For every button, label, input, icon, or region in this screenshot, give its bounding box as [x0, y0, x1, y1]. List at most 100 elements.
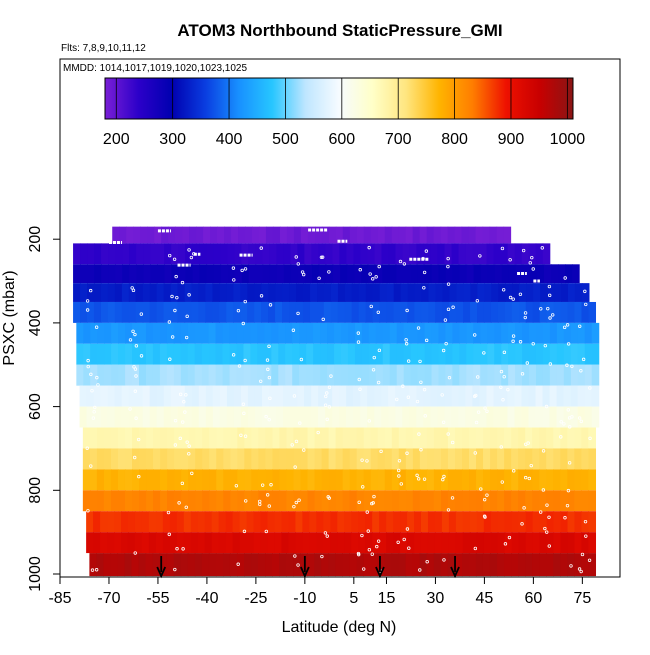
- heatmap-cell: [518, 490, 526, 512]
- heatmap-cell: [514, 385, 523, 407]
- heatmap-cell: [412, 490, 421, 512]
- heatmap-cell: [240, 406, 249, 428]
- heatmap-cell: [101, 264, 109, 284]
- heatmap-cell: [132, 427, 140, 449]
- measurement-dot: [265, 358, 270, 362]
- heatmap-cell: [416, 243, 425, 265]
- measurement-dot: [184, 335, 189, 340]
- heatmap-cell: [96, 469, 105, 491]
- heatmap-cell: [114, 301, 123, 323]
- heatmap-cell: [363, 469, 372, 491]
- heatmap-cell: [160, 448, 168, 470]
- heatmap-cell: [247, 406, 256, 428]
- measurement-dot: [529, 463, 533, 468]
- heatmap-cell: [321, 448, 330, 470]
- measurement-dot: [587, 558, 592, 562]
- heatmap-cell: [346, 385, 354, 407]
- heatmap-cell: [441, 532, 450, 554]
- heatmap-cell: [80, 301, 88, 323]
- heatmap-cell: [356, 448, 365, 470]
- heatmap-cell: [398, 427, 407, 449]
- heatmap-cell: [442, 283, 451, 302]
- heatmap-cell: [97, 364, 105, 386]
- heatmap-cell: [195, 427, 203, 449]
- heatmap-cell: [201, 322, 210, 344]
- heatmap-cell: [201, 553, 210, 577]
- measurement-dot: [360, 533, 364, 538]
- heatmap-cell: [93, 532, 101, 554]
- measurement-dot: [405, 527, 410, 531]
- measurement-dot: [587, 251, 592, 255]
- heatmap-cell: [216, 469, 224, 491]
- heatmap-cell: [271, 322, 279, 344]
- heatmap-cell: [519, 283, 527, 302]
- measurement-dot: [167, 532, 171, 537]
- heatmap-cell: [567, 532, 576, 554]
- heatmap-cell: [216, 448, 224, 470]
- heatmap-cell: [522, 343, 530, 365]
- heatmap-cell: [560, 427, 568, 449]
- heatmap-cell: [180, 343, 189, 365]
- heatmap-cell: [154, 226, 162, 244]
- heatmap-cell: [365, 301, 374, 323]
- heatmap-cell: [304, 406, 312, 428]
- heatmap-cell: [535, 343, 544, 365]
- measurement-dot: [523, 475, 528, 480]
- heatmap-band: [76, 343, 600, 365]
- heatmap-cell: [185, 264, 194, 284]
- heatmap-cell: [272, 469, 281, 491]
- heatmap-cell: [391, 490, 400, 512]
- heatmap-cell: [142, 283, 151, 302]
- heatmap-cell: [279, 448, 288, 470]
- heatmap-cell: [507, 406, 516, 428]
- heatmap-cell: [389, 364, 398, 386]
- heatmap-cell: [136, 243, 144, 265]
- heatmap-cell: [574, 511, 583, 533]
- heatmap-cell: [511, 511, 520, 533]
- measurement-dot: [424, 249, 429, 253]
- measurement-dot: [475, 299, 480, 303]
- heatmap-cell: [375, 322, 384, 344]
- measurement-dot: [327, 496, 331, 500]
- heatmap-cell: [494, 343, 502, 365]
- measurement-dot: [545, 530, 549, 534]
- heatmap-cell: [234, 264, 243, 284]
- heatmap-cell: [553, 511, 562, 533]
- measurement-dot: [538, 510, 543, 514]
- heatmap-cell: [335, 427, 344, 449]
- heatmap-cell: [504, 469, 512, 491]
- measurement-dot: [559, 420, 563, 424]
- measurement-dot: [548, 293, 552, 298]
- heatmap-cell: [169, 511, 178, 533]
- heatmap-cell: [433, 427, 442, 449]
- heatmap-cell: [208, 553, 217, 577]
- heatmap-cell: [407, 511, 415, 533]
- heatmap-cell: [462, 490, 470, 512]
- measurement-dot: [547, 284, 552, 289]
- heatmap-cell: [412, 226, 421, 244]
- heatmap-cell: [368, 364, 377, 386]
- heatmap-cell: [431, 322, 440, 344]
- heatmap-cell: [410, 364, 419, 386]
- heatmap-cell: [447, 553, 456, 577]
- heatmap-cell: [227, 243, 235, 265]
- heatmap-cell: [229, 364, 238, 386]
- heatmap-cell: [368, 322, 377, 344]
- heatmap-cell: [117, 427, 126, 449]
- heatmap-cell: [504, 553, 512, 577]
- measurement-dot: [559, 435, 563, 439]
- heatmap-cell: [542, 406, 551, 428]
- heatmap-cell: [295, 511, 303, 533]
- heatmap-cell: [540, 283, 548, 302]
- heatmap-cell: [272, 226, 281, 244]
- heatmap-cell: [504, 301, 513, 323]
- heatmap-cell: [187, 322, 196, 344]
- heatmap-cell: [377, 490, 386, 512]
- heatmap-cell: [211, 511, 220, 533]
- heatmap-cell: [407, 301, 415, 323]
- heatmap-band: [76, 364, 600, 386]
- heatmap-cell: [107, 406, 116, 428]
- measurement-dot: [539, 307, 543, 311]
- heatmap-cell: [426, 553, 435, 577]
- heatmap-cell: [546, 511, 555, 533]
